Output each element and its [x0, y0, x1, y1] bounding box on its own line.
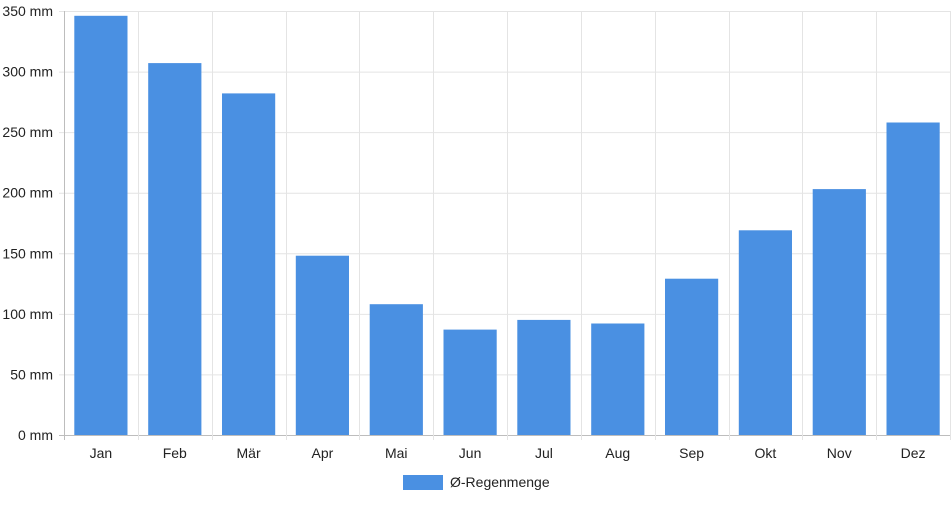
bar-jun	[443, 329, 497, 435]
x-tick-label: Jun	[459, 445, 482, 461]
x-tick-label: Mai	[385, 445, 408, 461]
bar-feb	[148, 63, 202, 435]
legend[interactable]: Ø-Regenmenge	[403, 474, 550, 490]
bar-series	[74, 15, 940, 436]
y-tick-label: 200 mm	[2, 185, 53, 201]
bar-jan	[74, 15, 128, 436]
legend-swatch	[403, 475, 443, 490]
bar-sep	[665, 278, 719, 435]
y-tick-label: 100 mm	[2, 306, 53, 322]
x-tick-label: Okt	[755, 445, 777, 461]
x-tick-label: Jan	[90, 445, 113, 461]
x-tick-label: Dez	[901, 445, 926, 461]
y-tick-label: 300 mm	[2, 64, 53, 80]
grid-lines	[59, 11, 951, 440]
bar-aug	[591, 323, 645, 435]
legend-label: Ø-Regenmenge	[450, 474, 550, 490]
bar-jul	[517, 319, 571, 435]
y-tick-label: 250 mm	[2, 124, 53, 140]
bar-nov	[812, 189, 866, 435]
y-axis-tick-labels: 0 mm 50 mm 100 mm 150 mm 200 mm 250 mm 300 mm 3…	[2, 3, 53, 443]
y-tick-label: 350 mm	[2, 3, 53, 19]
y-tick-label: 150 mm	[2, 245, 53, 261]
x-tick-label: Nov	[827, 445, 852, 461]
bar-mär	[222, 93, 276, 436]
y-tick-label: 50 mm	[10, 366, 53, 382]
x-axis-tick-labels: Jan Feb Mär Apr Mai Jun Jul Aug Sep Okt Nov Dez	[90, 445, 926, 461]
x-tick-label: Jul	[535, 445, 553, 461]
x-tick-label: Aug	[605, 445, 630, 461]
y-tick-label: 0 mm	[18, 427, 53, 443]
bar-dez	[886, 122, 940, 435]
bar-okt	[738, 230, 792, 435]
x-tick-label: Apr	[312, 445, 334, 461]
x-tick-label: Feb	[163, 445, 187, 461]
x-tick-label: Mär	[237, 445, 261, 461]
bar-mai	[369, 304, 423, 435]
x-tick-label: Sep	[679, 445, 704, 461]
bar-apr	[295, 255, 349, 435]
